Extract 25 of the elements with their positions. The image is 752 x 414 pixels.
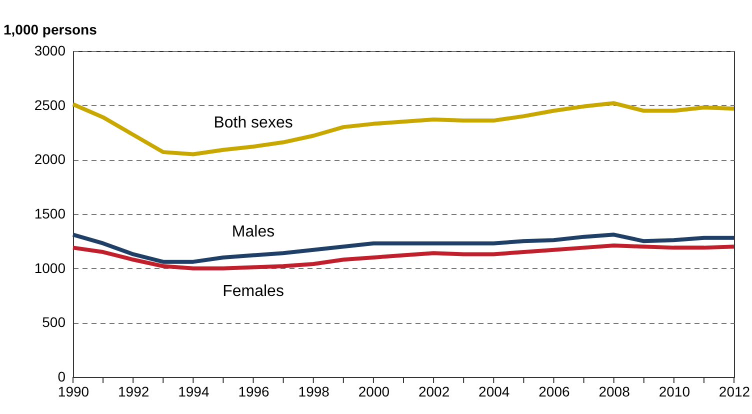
x-tick-label: 2000 <box>358 384 390 400</box>
y-tick-label: 1500 <box>34 206 66 222</box>
y-axis-title: 1,000 persons <box>4 22 98 38</box>
y-tick-label: 0 <box>58 368 66 384</box>
x-tick-label: 1992 <box>118 384 150 400</box>
y-tick-label: 3000 <box>34 42 66 58</box>
series-label: Males <box>232 223 275 240</box>
x-tick-label: 2006 <box>538 384 570 400</box>
x-tick-label: 2004 <box>478 384 510 400</box>
x-tick-label: 2002 <box>418 384 450 400</box>
x-tick-label: 2012 <box>718 384 750 400</box>
y-tick-label: 500 <box>42 314 66 330</box>
series-label: Females <box>222 283 284 300</box>
y-tick-label: 2500 <box>34 96 66 113</box>
line-series <box>71 244 736 270</box>
x-tick-label: 1990 <box>58 384 90 400</box>
x-tick-label: 1998 <box>298 384 330 400</box>
x-tick-label: 1994 <box>178 384 210 400</box>
x-tick-label: 2008 <box>598 384 630 400</box>
x-tick-label: 1996 <box>238 384 270 400</box>
line-series <box>71 101 736 156</box>
y-tick-label: 2000 <box>34 151 66 168</box>
series-label: Both sexes <box>214 114 293 132</box>
x-tick-label: 2010 <box>658 384 690 400</box>
y-tick-label: 1000 <box>34 260 66 276</box>
